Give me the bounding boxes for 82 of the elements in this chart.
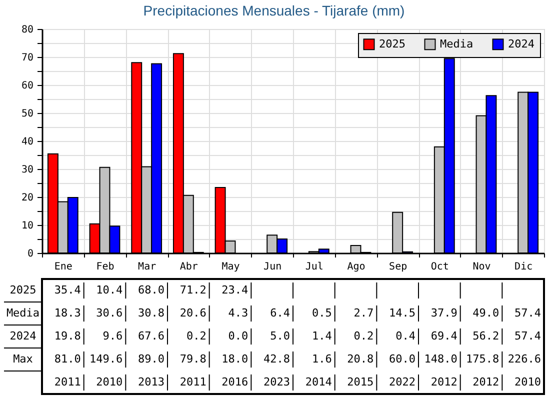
text: Media xyxy=(6,306,40,320)
text: 89.0 xyxy=(138,352,164,366)
text: 2011 xyxy=(180,376,206,388)
data-label: 67.6 xyxy=(138,330,164,342)
data-label: 5.0 xyxy=(270,330,290,342)
data-label: 30.6 xyxy=(96,306,123,320)
x-tick-label: Ene xyxy=(54,262,72,272)
text: 1.6 xyxy=(312,352,332,366)
data-label: 71.2 xyxy=(180,284,206,296)
y-tick-label: 30 xyxy=(21,164,34,176)
text: 2015 xyxy=(347,376,374,388)
y-tick-label: 70 xyxy=(21,52,34,64)
data-label: 6.4 xyxy=(270,306,290,320)
data-label: 56.2 xyxy=(472,330,500,342)
data-label: 18.3 xyxy=(54,306,81,320)
data-label: 2.7 xyxy=(354,306,374,320)
y-tick-label: 60 xyxy=(21,80,34,92)
text: 2011 xyxy=(54,376,81,388)
data-label: 20.6 xyxy=(180,306,206,320)
data-label: 69.4 xyxy=(430,330,458,342)
legend-label: Media xyxy=(440,37,474,50)
x-tick-label: Ago xyxy=(347,262,366,272)
text: 2024 xyxy=(10,330,36,342)
data-label: 68.0 xyxy=(138,284,164,296)
text: 175.8 xyxy=(466,352,500,366)
text: 81.0 xyxy=(54,352,81,366)
data-label: 1.4 xyxy=(312,330,332,342)
data-label: 57.4 xyxy=(514,306,542,320)
text: 2023 xyxy=(264,376,290,388)
data-label: 14.5 xyxy=(389,306,416,320)
data-label: 23.4 xyxy=(222,284,249,296)
text: 18.0 xyxy=(222,352,248,366)
y-tick-label: 50 xyxy=(21,108,34,120)
data-label: 0.2 xyxy=(354,330,374,342)
chart-title: Precipitaciones Mensuales - Tijarafe (mm) xyxy=(143,2,405,18)
data-label: 0.4 xyxy=(396,330,416,342)
y-tick-label: 80 xyxy=(21,24,34,36)
text: 226.6 xyxy=(508,352,541,366)
x-tick-label: Jun xyxy=(264,262,282,272)
text: 2010 xyxy=(514,376,541,388)
text: 20.8 xyxy=(347,352,374,366)
data-label: 0.0 xyxy=(228,330,248,342)
data-label: 9.6 xyxy=(102,330,123,342)
text: 2016 xyxy=(222,376,248,388)
data-label: 35.4 xyxy=(54,284,82,296)
legend-label: 2025 xyxy=(379,37,406,50)
data-label: 10.4 xyxy=(96,284,124,296)
text: 2022 xyxy=(389,376,416,388)
text: 2014 xyxy=(305,376,332,388)
text: 2012 xyxy=(430,376,458,388)
data-label: 30.8 xyxy=(138,306,164,320)
data-label: 0.5 xyxy=(312,306,332,320)
y-tick-label: 40 xyxy=(21,136,34,148)
data-label: 4.3 xyxy=(228,306,248,320)
x-tick-label: Nov xyxy=(472,262,491,272)
y-tick-label: 10 xyxy=(21,220,34,232)
text: 2010 xyxy=(96,376,123,388)
text: 2012 xyxy=(472,376,500,388)
x-tick-label: Oct xyxy=(430,262,449,272)
text: 148.0 xyxy=(424,352,458,366)
y-tick-label: 0 xyxy=(27,248,34,260)
text: 60.0 xyxy=(389,352,416,366)
x-tick-label: Jul xyxy=(305,262,324,272)
x-tick-label: Mar xyxy=(138,262,156,272)
data-label: 0.2 xyxy=(186,330,206,342)
y-tick-label: 20 xyxy=(21,192,34,204)
data-label: 49.0 xyxy=(472,306,500,320)
x-tick-label: Abr xyxy=(180,262,198,272)
data-label: 19.8 xyxy=(54,330,81,342)
data-label: 37.9 xyxy=(430,306,458,320)
text: Max xyxy=(13,352,34,366)
x-tick-label: Sep xyxy=(389,262,408,272)
x-tick-label: Dic xyxy=(514,262,533,272)
text: 2025 xyxy=(10,284,36,296)
text: 42.8 xyxy=(264,352,290,366)
text: 149.6 xyxy=(90,352,123,366)
text: 2013 xyxy=(138,376,164,388)
x-tick-label: May xyxy=(222,262,240,272)
data-label: 57.4 xyxy=(514,330,542,342)
x-tick-label: Feb xyxy=(96,262,114,272)
text: 79.8 xyxy=(180,352,206,366)
legend-label: 2024 xyxy=(508,37,535,50)
